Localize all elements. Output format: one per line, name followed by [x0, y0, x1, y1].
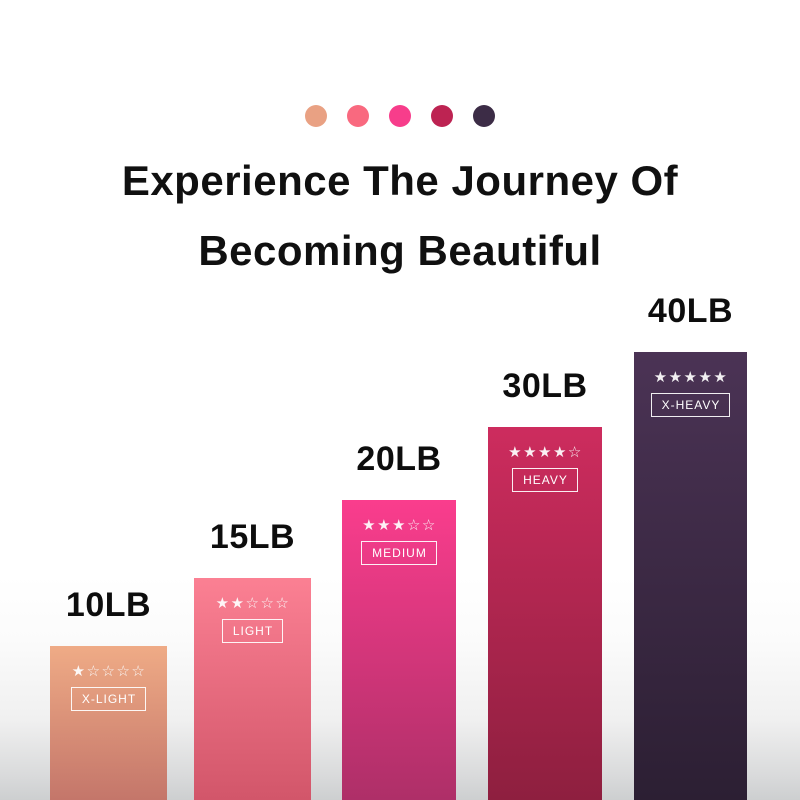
rating-stars: ★ ★ ★ ★ ★ — [654, 370, 728, 386]
star-filled-icon: ★ — [538, 444, 552, 461]
star-empty-icon: ☆ — [421, 517, 436, 534]
bar-group-x-light: 10LB ★ ☆ ☆ ☆ ☆ X-LIGHT — [50, 586, 167, 800]
bar-weight-label: 15LB — [209, 518, 296, 556]
color-swatch-row — [0, 105, 800, 127]
bar-medium: ★ ★ ★ ☆ ☆ MEDIUM — [342, 500, 456, 800]
star-empty-icon: ☆ — [101, 663, 116, 680]
bar-x-heavy: ★ ★ ★ ★ ★ X-HEAVY — [634, 352, 747, 800]
dot-xheavy-icon — [473, 105, 495, 127]
page-title-line-2: Becoming Beautiful — [198, 227, 602, 274]
bar-weight-label: 40LB — [647, 292, 734, 330]
rating-stars: ★ ☆ ☆ ☆ ☆ — [72, 664, 146, 680]
dot-light-icon — [347, 105, 369, 127]
page-title: Experience The Journey Of Becoming Beaut… — [0, 146, 800, 286]
bar-light: ★ ★ ☆ ☆ ☆ LIGHT — [194, 578, 311, 800]
star-filled-icon: ★ — [392, 517, 406, 534]
bar-weight-label: 20LB — [356, 440, 442, 478]
star-filled-icon: ★ — [362, 517, 377, 534]
resistance-level-badge: X-HEAVY — [650, 393, 731, 417]
star-empty-icon: ☆ — [245, 595, 260, 612]
bar-content: ★ ★ ★ ★ ★ X-HEAVY — [634, 370, 747, 417]
star-filled-icon: ★ — [653, 369, 668, 386]
dot-xlight-icon — [305, 105, 327, 127]
rating-stars: ★ ★ ☆ ☆ ☆ — [216, 596, 290, 612]
star-filled-icon: ★ — [71, 663, 86, 680]
star-filled-icon: ★ — [377, 517, 392, 534]
bar-heavy: ★ ★ ★ ★ ☆ HEAVY — [488, 427, 602, 800]
star-empty-icon: ☆ — [116, 663, 131, 680]
star-filled-icon: ★ — [508, 444, 523, 461]
star-filled-icon: ★ — [215, 595, 230, 612]
bar-content: ★ ☆ ☆ ☆ ☆ X-LIGHT — [50, 664, 167, 711]
bar-content: ★ ★ ☆ ☆ ☆ LIGHT — [194, 596, 311, 643]
resistance-level-badge: X-LIGHT — [70, 687, 147, 711]
bar-content: ★ ★ ★ ☆ ☆ MEDIUM — [342, 518, 456, 565]
star-empty-icon: ☆ — [260, 595, 275, 612]
dot-medium-icon — [389, 105, 411, 127]
star-empty-icon: ☆ — [406, 517, 421, 534]
star-empty-icon: ☆ — [567, 444, 582, 461]
bar-group-light: 15LB ★ ★ ☆ ☆ ☆ LIGHT — [194, 518, 311, 800]
bar-group-medium: 20LB ★ ★ ★ ☆ ☆ MEDIUM — [342, 440, 456, 800]
bar-group-heavy: 30LB ★ ★ ★ ★ ☆ HEAVY — [488, 367, 602, 800]
star-filled-icon: ★ — [552, 444, 567, 461]
resistance-level-badge: LIGHT — [221, 619, 284, 643]
star-filled-icon: ★ — [230, 595, 245, 612]
bar-x-light: ★ ☆ ☆ ☆ ☆ X-LIGHT — [50, 646, 167, 800]
page-title-line-1: Experience The Journey Of — [121, 157, 679, 204]
star-filled-icon: ★ — [668, 369, 683, 386]
bar-group-x-heavy: 40LB ★ ★ ★ ★ ★ X-HEAVY — [634, 292, 747, 800]
bar-weight-label: 10LB — [65, 586, 152, 624]
star-empty-icon: ☆ — [131, 663, 146, 680]
resistance-level-badge: HEAVY — [512, 468, 578, 492]
star-filled-icon: ★ — [683, 369, 698, 386]
star-empty-icon: ☆ — [275, 595, 290, 612]
bar-content: ★ ★ ★ ★ ☆ HEAVY — [488, 445, 602, 492]
resistance-level-badge: MEDIUM — [361, 541, 437, 565]
star-filled-icon: ★ — [698, 369, 713, 386]
star-filled-icon: ★ — [523, 444, 538, 461]
bar-weight-label: 30LB — [502, 367, 588, 405]
rating-stars: ★ ★ ★ ☆ ☆ — [362, 518, 436, 534]
rating-stars: ★ ★ ★ ★ ☆ — [508, 445, 582, 461]
star-filled-icon: ★ — [713, 369, 728, 386]
dot-heavy-icon — [431, 105, 453, 127]
star-empty-icon: ☆ — [86, 663, 101, 680]
